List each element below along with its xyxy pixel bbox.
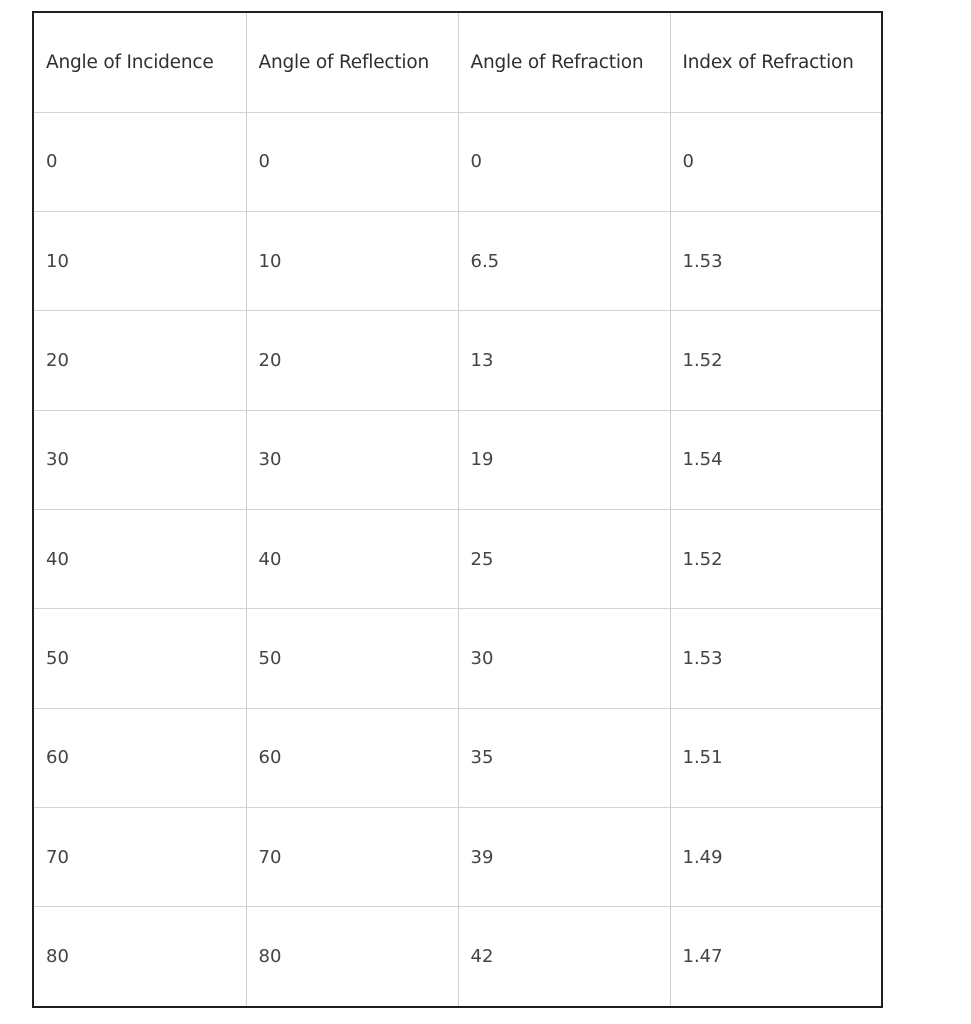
table-cell: 60 bbox=[34, 708, 247, 808]
table-cell: 1.52 bbox=[670, 310, 881, 411]
table-cell: 50 bbox=[246, 608, 459, 709]
table-cell: 1.53 bbox=[670, 608, 881, 709]
table-cell: 0 bbox=[670, 112, 881, 213]
table-cell: 40 bbox=[34, 509, 247, 610]
table-cell: 60 bbox=[246, 708, 459, 808]
table-cell: 1.51 bbox=[670, 708, 881, 808]
table-cell: 1.53 bbox=[670, 211, 881, 312]
table-cell: 20 bbox=[246, 310, 459, 411]
table-cell: 0 bbox=[458, 112, 671, 213]
table-cell: 39 bbox=[458, 807, 671, 908]
table-cell: 25 bbox=[458, 509, 671, 610]
table-cell: 20 bbox=[34, 310, 247, 411]
table-cell: 0 bbox=[34, 112, 247, 213]
table-cell: 35 bbox=[458, 708, 671, 808]
table-row: 70 70 39 1.49 bbox=[34, 807, 881, 908]
table-cell: 30 bbox=[246, 410, 459, 510]
table-cell: 30 bbox=[34, 410, 247, 510]
table-row: 30 30 19 1.54 bbox=[34, 410, 881, 510]
table-cell: 80 bbox=[34, 906, 247, 1006]
table-cell: 80 bbox=[246, 906, 459, 1006]
table-row: 0 0 0 0 bbox=[34, 112, 881, 213]
table-cell: 1.47 bbox=[682, 946, 723, 968]
table-row: 20 20 13 1.52 bbox=[34, 310, 881, 411]
table-cell: 50 bbox=[34, 608, 247, 709]
table-row: 10 10 6.5 1.53 bbox=[34, 211, 881, 312]
table-cell: 70 bbox=[246, 807, 459, 908]
refraction-data-table: Angle of Incidence Angle of Reflection A… bbox=[34, 13, 881, 1006]
table-cell: 13 bbox=[458, 310, 671, 411]
header-angle-of-reflection: Angle of Reflection bbox=[246, 13, 459, 113]
table-cell: 19 bbox=[458, 410, 671, 510]
table-row: 80 80 42 1.47 bbox=[34, 906, 881, 1006]
header-angle-of-refraction: Angle of Refraction bbox=[458, 13, 671, 113]
header-angle-of-incidence: Angle of Incidence bbox=[34, 13, 247, 113]
table-row: 60 60 35 1.51 bbox=[34, 708, 881, 808]
table-cell: 30 bbox=[458, 608, 671, 709]
table-cell: 42 bbox=[458, 906, 671, 1006]
table-cell: 6.5 bbox=[458, 211, 671, 312]
table-row: 40 40 25 1.52 bbox=[34, 509, 881, 610]
table-cell: 0 bbox=[246, 112, 459, 213]
table-cell: 1.52 bbox=[670, 509, 881, 610]
table-cell: 40 bbox=[246, 509, 459, 610]
table-cell: 70 bbox=[34, 807, 247, 908]
data-table-container: Angle of Incidence Angle of Reflection A… bbox=[32, 11, 883, 1008]
table-row: 50 50 30 1.53 bbox=[34, 608, 881, 709]
table-header-row: Angle of Incidence Angle of Reflection A… bbox=[34, 13, 881, 113]
table-cell: 10 bbox=[246, 211, 459, 312]
table-cell: 1.49 bbox=[670, 807, 881, 908]
table-cell: 1.54 bbox=[670, 410, 881, 510]
header-index-of-refraction: Index of Refraction bbox=[670, 13, 881, 113]
table-cell: 10 bbox=[34, 211, 247, 312]
